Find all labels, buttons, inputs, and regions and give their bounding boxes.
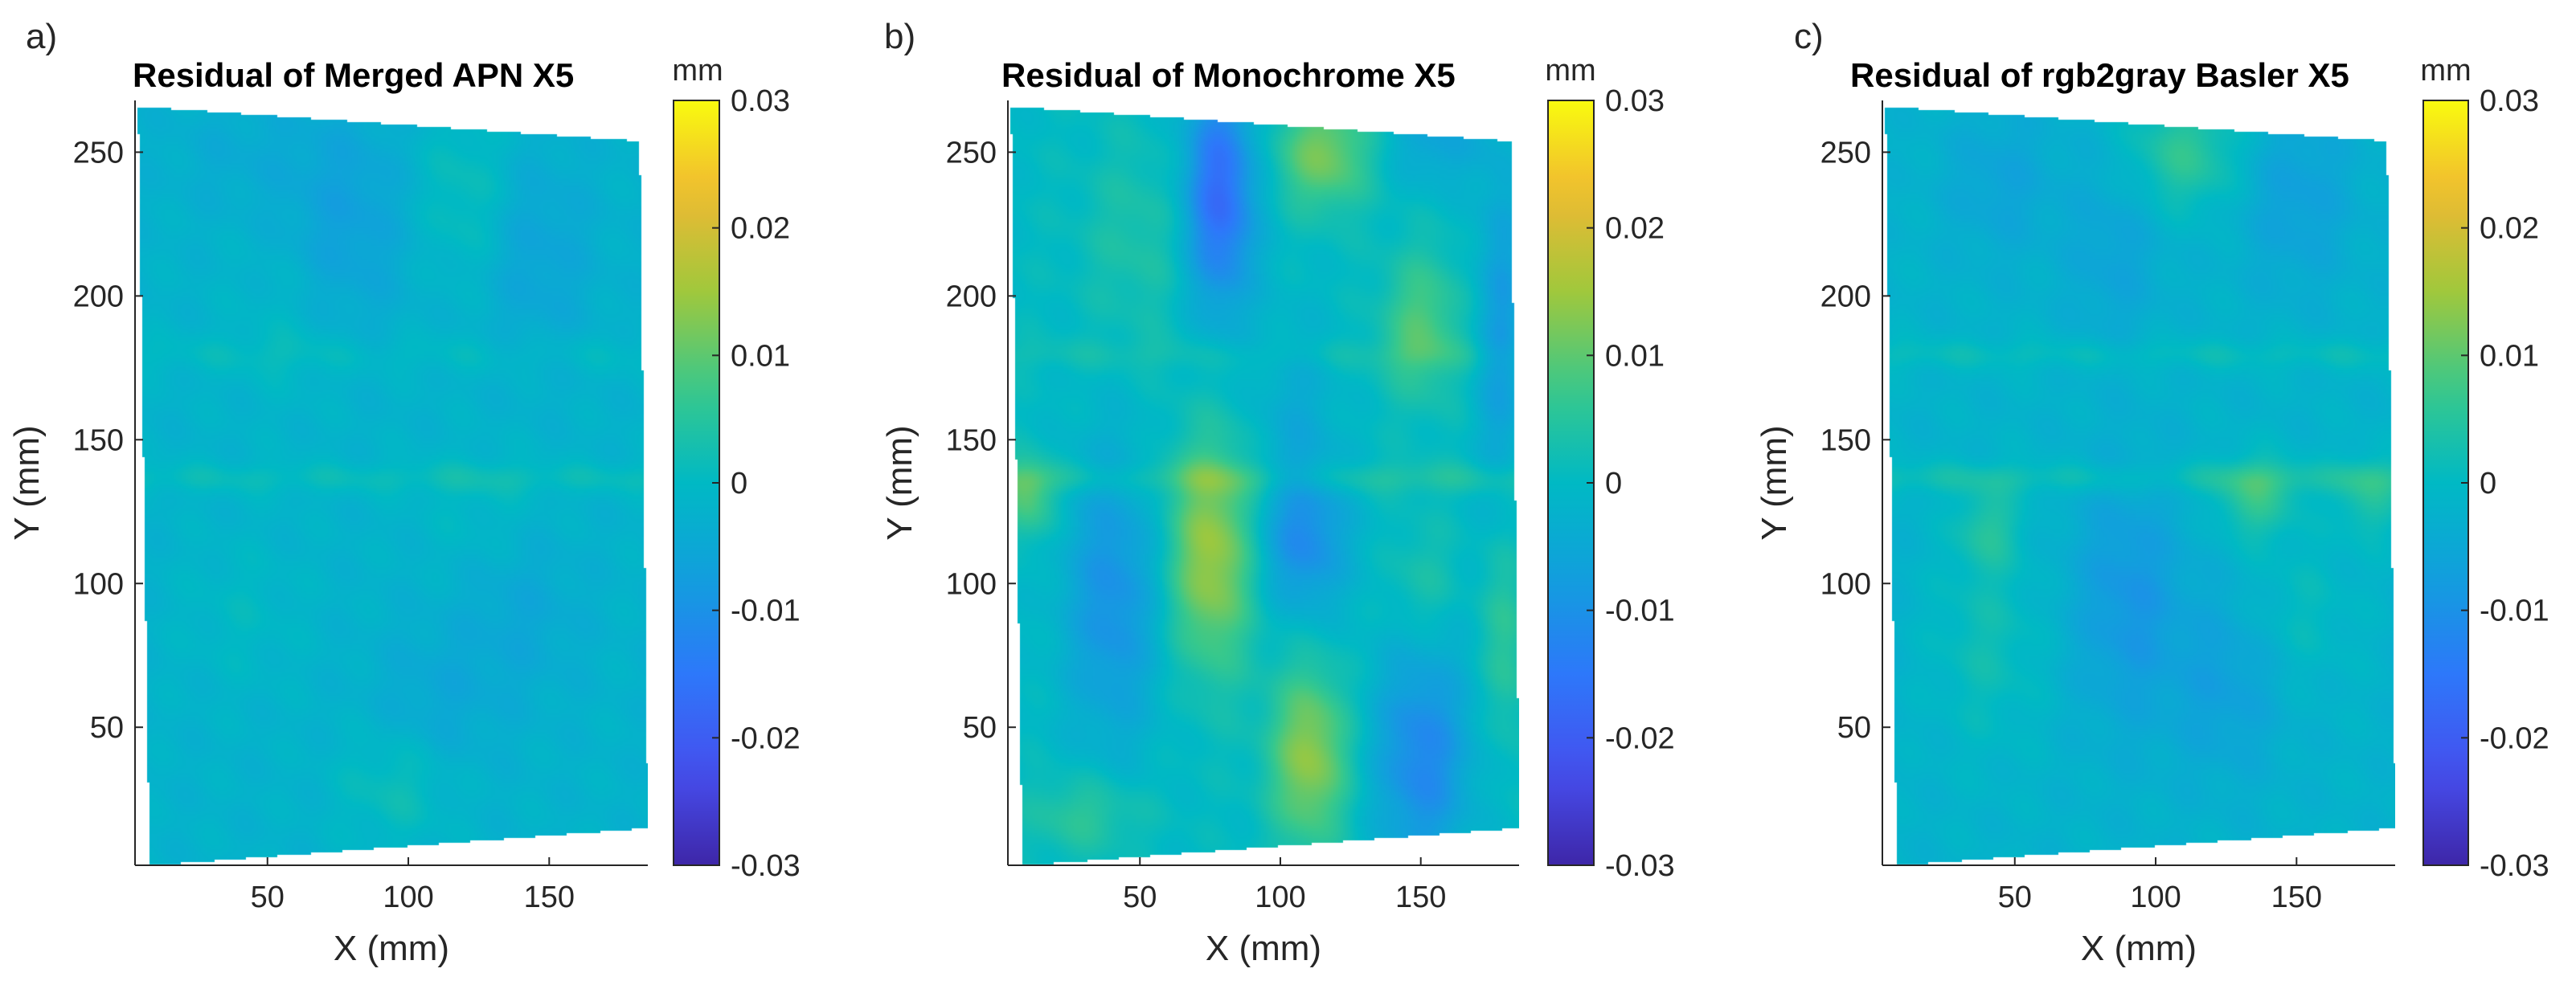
colorbar-unit: mm — [2420, 54, 2471, 88]
heatmap-surface — [135, 100, 648, 865]
y-tick-label: 250 — [946, 136, 997, 170]
colorbar-tick-label: -0.01 — [2480, 595, 2549, 628]
colorbar-tick-label: 0.03 — [2480, 84, 2539, 118]
panel-label: b) — [884, 17, 915, 56]
colorbar-tick-label: 0 — [2480, 467, 2496, 501]
y-axis-label: Y (mm) — [7, 425, 47, 540]
colorbar-tick-label: 0.01 — [1605, 339, 1665, 373]
colorbar-tick-label: -0.02 — [731, 721, 801, 755]
y-tick-label: 200 — [1820, 280, 1871, 313]
x-tick-label: 150 — [1395, 881, 1446, 914]
chart-title: Residual of rgb2gray Basler X5 — [1850, 56, 2349, 94]
panel-label: a) — [26, 17, 57, 56]
heatmap-surface — [1008, 100, 1519, 865]
colorbar-tick-label: -0.03 — [1605, 849, 1675, 883]
x-tick-label: 150 — [2271, 881, 2322, 914]
y-axis-label: Y (mm) — [1755, 425, 1794, 540]
y-tick-label: 200 — [73, 280, 124, 313]
colorbar-tick-label: 0.02 — [2480, 212, 2539, 246]
colorbar-tick-label: 0 — [1605, 467, 1622, 501]
y-tick-label: 100 — [946, 567, 997, 601]
chart-title: Residual of Merged APN X5 — [133, 56, 574, 94]
chart-title: Residual of Monochrome X5 — [1001, 56, 1456, 94]
y-tick-label: 150 — [1820, 423, 1871, 457]
y-axis-label: Y (mm) — [880, 425, 919, 540]
colorbar-tick-label: -0.01 — [1605, 595, 1675, 628]
colorbar-tick-label: -0.02 — [1605, 721, 1675, 755]
colorbar-tick-label: 0.01 — [2480, 339, 2539, 373]
y-tick-label: 250 — [73, 136, 124, 170]
x-tick-label: 100 — [1255, 881, 1305, 914]
x-tick-label: 50 — [251, 881, 285, 914]
x-axis-label: X (mm) — [1206, 929, 1321, 968]
y-tick-label: 50 — [963, 711, 997, 745]
heatmap-surface — [1882, 100, 2395, 865]
y-tick-label: 100 — [1820, 567, 1871, 601]
y-tick-label: 200 — [946, 280, 997, 313]
colorbar-unit: mm — [672, 54, 723, 88]
colorbar-tick-label: -0.03 — [731, 849, 801, 883]
colorbar-tick-label: 0.03 — [731, 84, 790, 118]
colorbar-tick-label: 0 — [731, 467, 747, 501]
x-tick-label: 50 — [1123, 881, 1157, 914]
x-tick-label: 100 — [2130, 881, 2181, 914]
colorbar-tick-label: -0.03 — [2480, 849, 2549, 883]
colorbar-tick-label: 0.02 — [1605, 212, 1665, 246]
y-tick-label: 100 — [73, 567, 124, 601]
x-axis-label: X (mm) — [334, 929, 449, 968]
colorbar-tick-label: -0.02 — [2480, 721, 2549, 755]
y-tick-label: 150 — [73, 423, 124, 457]
y-tick-label: 50 — [90, 711, 124, 745]
x-tick-label: 50 — [1998, 881, 2032, 914]
colorbar-tick-label: 0.03 — [1605, 84, 1665, 118]
colorbar-tick-label: -0.01 — [731, 595, 801, 628]
y-tick-label: 150 — [946, 423, 997, 457]
y-tick-label: 50 — [1837, 711, 1871, 745]
colorbar-unit: mm — [1545, 54, 1595, 88]
x-tick-label: 150 — [524, 881, 575, 914]
colorbar-tick-label: 0.01 — [731, 339, 790, 373]
panel-1: a) Residual of Merged APN X5 50 100 150 50 100… — [7, 17, 801, 968]
x-tick-label: 100 — [383, 881, 433, 914]
panel-2: b) Residual of Monochrome X5 50 100 150 50 100… — [880, 17, 1675, 968]
colorbar-tick-label: 0.02 — [731, 212, 790, 246]
x-axis-label: X (mm) — [2081, 929, 2197, 968]
panel-label: c) — [1794, 17, 1824, 56]
y-tick-label: 250 — [1820, 136, 1871, 170]
panel-3: c) Residual of rgb2gray Basler X5 50 100 150… — [1755, 17, 2549, 968]
